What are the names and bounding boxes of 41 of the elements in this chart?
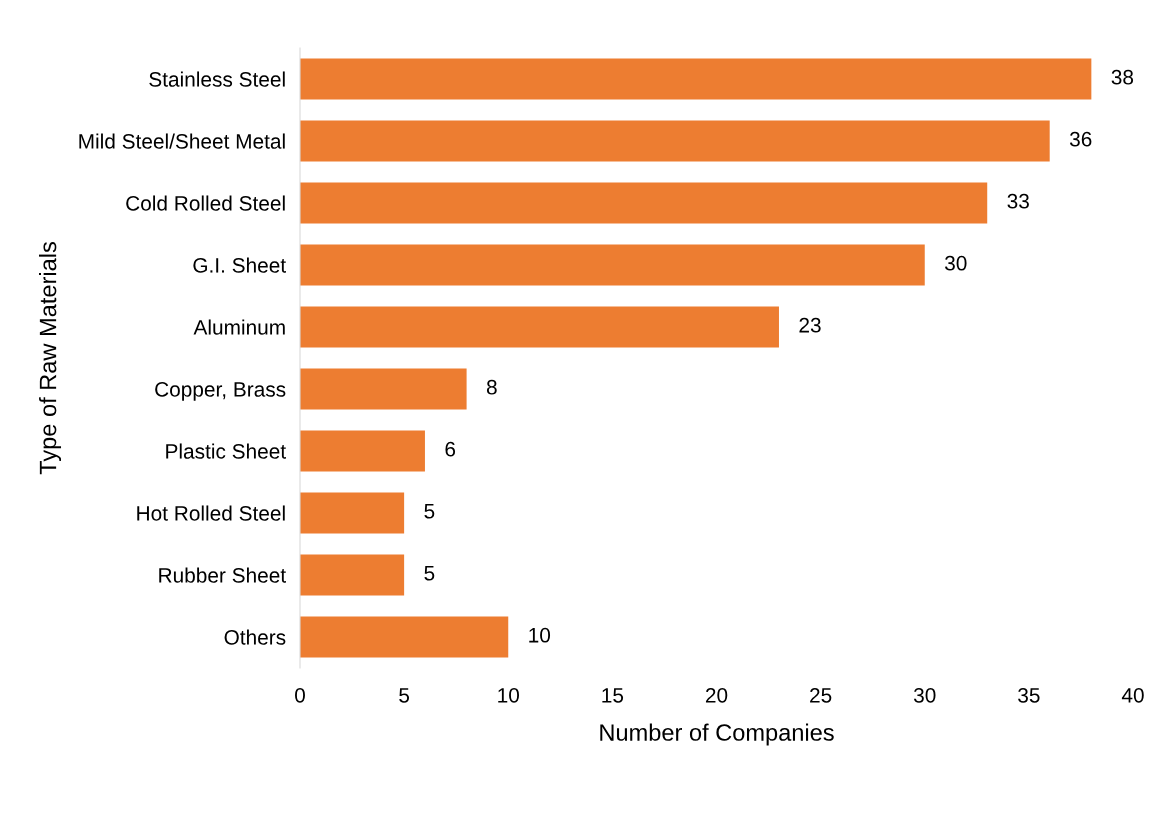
x-tick-label: 15 bbox=[602, 688, 624, 703]
y-tick-label: Aluminum bbox=[193, 319, 285, 335]
y-tick-label: Others bbox=[224, 629, 286, 645]
y-tick-label: Rubber Sheet bbox=[159, 567, 286, 583]
data-label: 38 bbox=[1111, 69, 1134, 85]
data-label: 6 bbox=[445, 441, 456, 457]
data-label: 5 bbox=[424, 504, 435, 519]
x-tick-label: 5 bbox=[399, 688, 410, 703]
x-tick-label: 25 bbox=[810, 687, 832, 703]
bar bbox=[300, 58, 1092, 100]
bar bbox=[300, 616, 509, 658]
bar bbox=[300, 120, 1050, 162]
x-tick-label: 30 bbox=[913, 687, 936, 703]
x-tick-label: 40 bbox=[1121, 687, 1144, 703]
data-label: 8 bbox=[486, 379, 497, 395]
y-tick-label: Mild Steel/Sheet Metal bbox=[79, 133, 285, 149]
data-label: 5 bbox=[424, 566, 435, 581]
y-tick-label: Copper, Brass bbox=[155, 382, 286, 401]
bar bbox=[300, 244, 925, 286]
y-tick-label: G.I. Sheet bbox=[193, 257, 286, 273]
bar bbox=[300, 306, 779, 348]
data-label: 23 bbox=[799, 317, 821, 333]
y-tick-label: Cold Rolled Steel bbox=[126, 195, 285, 211]
data-label: 30 bbox=[944, 255, 967, 271]
bar bbox=[300, 430, 425, 472]
bar bbox=[300, 182, 988, 224]
data-label: 36 bbox=[1069, 131, 1092, 147]
y-tick-label: Stainless Steel bbox=[149, 71, 285, 87]
bar bbox=[300, 554, 405, 596]
x-tick-label: 10 bbox=[498, 687, 520, 703]
y-tick-label: Hot Rolled Steel bbox=[137, 505, 285, 521]
x-tick-label: 0 bbox=[295, 687, 305, 703]
y-tick-label: Plastic Sheet bbox=[166, 443, 286, 459]
x-tick-label: 20 bbox=[705, 687, 728, 703]
data-label: 10 bbox=[529, 627, 551, 643]
bar bbox=[300, 368, 467, 410]
data-label: 33 bbox=[1007, 193, 1029, 209]
x-tick-label: 35 bbox=[1018, 687, 1040, 703]
x-axis-title: Number of Companies bbox=[600, 723, 834, 746]
y-axis-title: Type of Raw Materials bbox=[39, 242, 62, 475]
bar bbox=[300, 492, 405, 534]
